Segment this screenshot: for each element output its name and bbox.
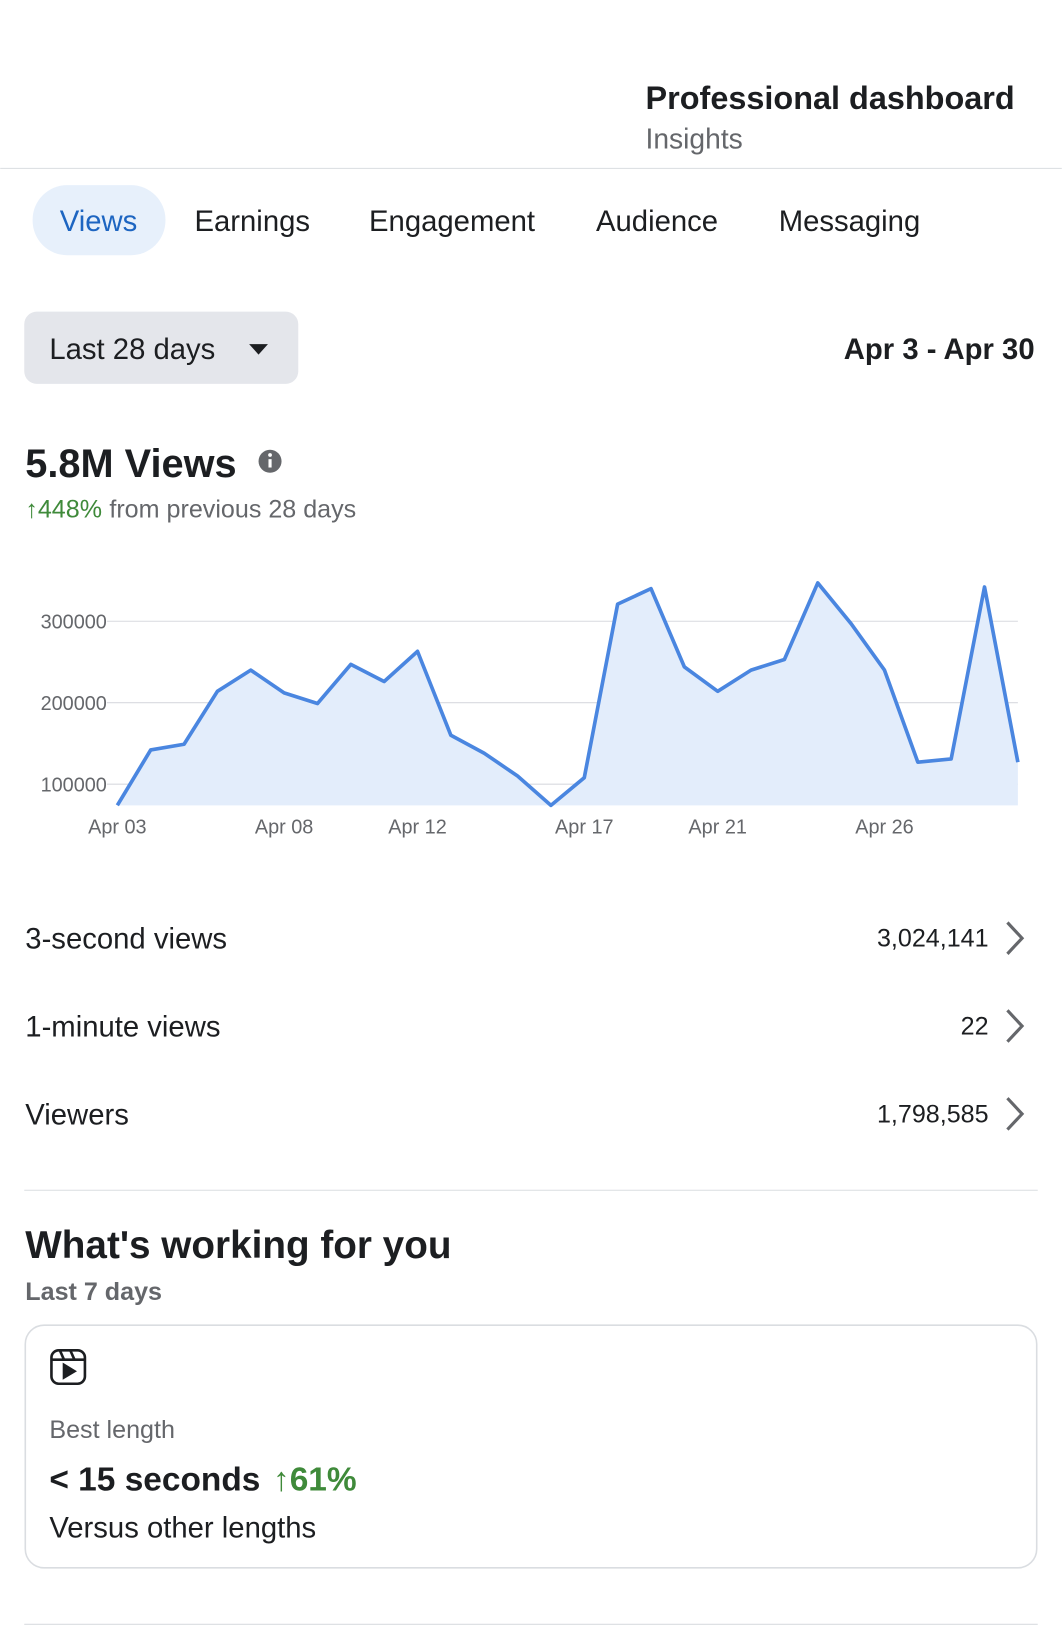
y-tick-label: 300000: [41, 612, 107, 634]
x-tick-label: Apr 12: [388, 817, 447, 839]
dropdown-icon: [249, 344, 268, 355]
area: [117, 582, 1018, 806]
card-value: < 15 seconds: [49, 1461, 260, 1498]
x-tick-label: Apr 17: [555, 817, 614, 839]
metric-label: Viewers: [25, 1098, 129, 1131]
card-change: ↑61%: [273, 1461, 357, 1498]
tab[interactable]: Audience: [596, 205, 718, 238]
date-range: Apr 3 - Apr 30: [844, 333, 1035, 366]
tab-active-bg: [32, 185, 166, 256]
card-label: Best length: [49, 1416, 175, 1444]
tab[interactable]: Earnings: [195, 205, 311, 238]
header-title: Professional dashboard: [646, 80, 1015, 116]
chart: 100000 200000 300000 Apr 03 Apr 08 Apr 12 Apr …: [41, 581, 1020, 839]
metric-value: 1,798,585: [877, 1100, 989, 1128]
x-tick-label: Apr 03: [88, 817, 147, 839]
x-tick-label: Apr 26: [855, 817, 914, 839]
x-tick-label: Apr 21: [688, 817, 747, 839]
card[interactable]: [24, 1324, 1038, 1569]
y-tick-label: 200000: [41, 693, 107, 715]
summary-line: ↑448% from previous 28 days: [25, 496, 356, 524]
total-views: 5.8M Views: [25, 442, 236, 486]
card-value-line: < 15 seconds ↑61%: [49, 1461, 356, 1498]
info-icon-bar: [268, 459, 272, 468]
line: [115, 581, 1020, 808]
y-tick-label: 100000: [41, 774, 107, 796]
chevron[interactable]: [1006, 921, 1025, 955]
card-note: Versus other lengths: [49, 1512, 316, 1545]
tab[interactable]: Messaging: [779, 205, 921, 238]
reel-icon: [50, 1348, 87, 1386]
section-subtitle: Last 7 days: [25, 1278, 162, 1306]
metric-value: 22: [961, 1012, 989, 1040]
metric-label: 1-minute views: [25, 1011, 220, 1044]
chevron[interactable]: [1006, 1009, 1025, 1043]
chevron[interactable]: [1006, 1097, 1025, 1131]
period-label: Last 28 days: [49, 333, 215, 366]
metric-value: 3,024,141: [877, 925, 989, 953]
change: ↑448%: [25, 496, 102, 524]
change-text: from previous 28 days: [109, 496, 356, 524]
tab[interactable]: Engagement: [369, 205, 535, 238]
metric-label: 3-second views: [25, 923, 227, 956]
period-button[interactable]: [24, 311, 299, 384]
section-title: What's working for you: [25, 1224, 451, 1267]
x-tick-label: Apr 08: [255, 817, 314, 839]
header-subtitle: Insights: [646, 123, 743, 155]
tab[interactable]: Views: [60, 205, 138, 238]
info-icon-dot: [268, 453, 272, 457]
